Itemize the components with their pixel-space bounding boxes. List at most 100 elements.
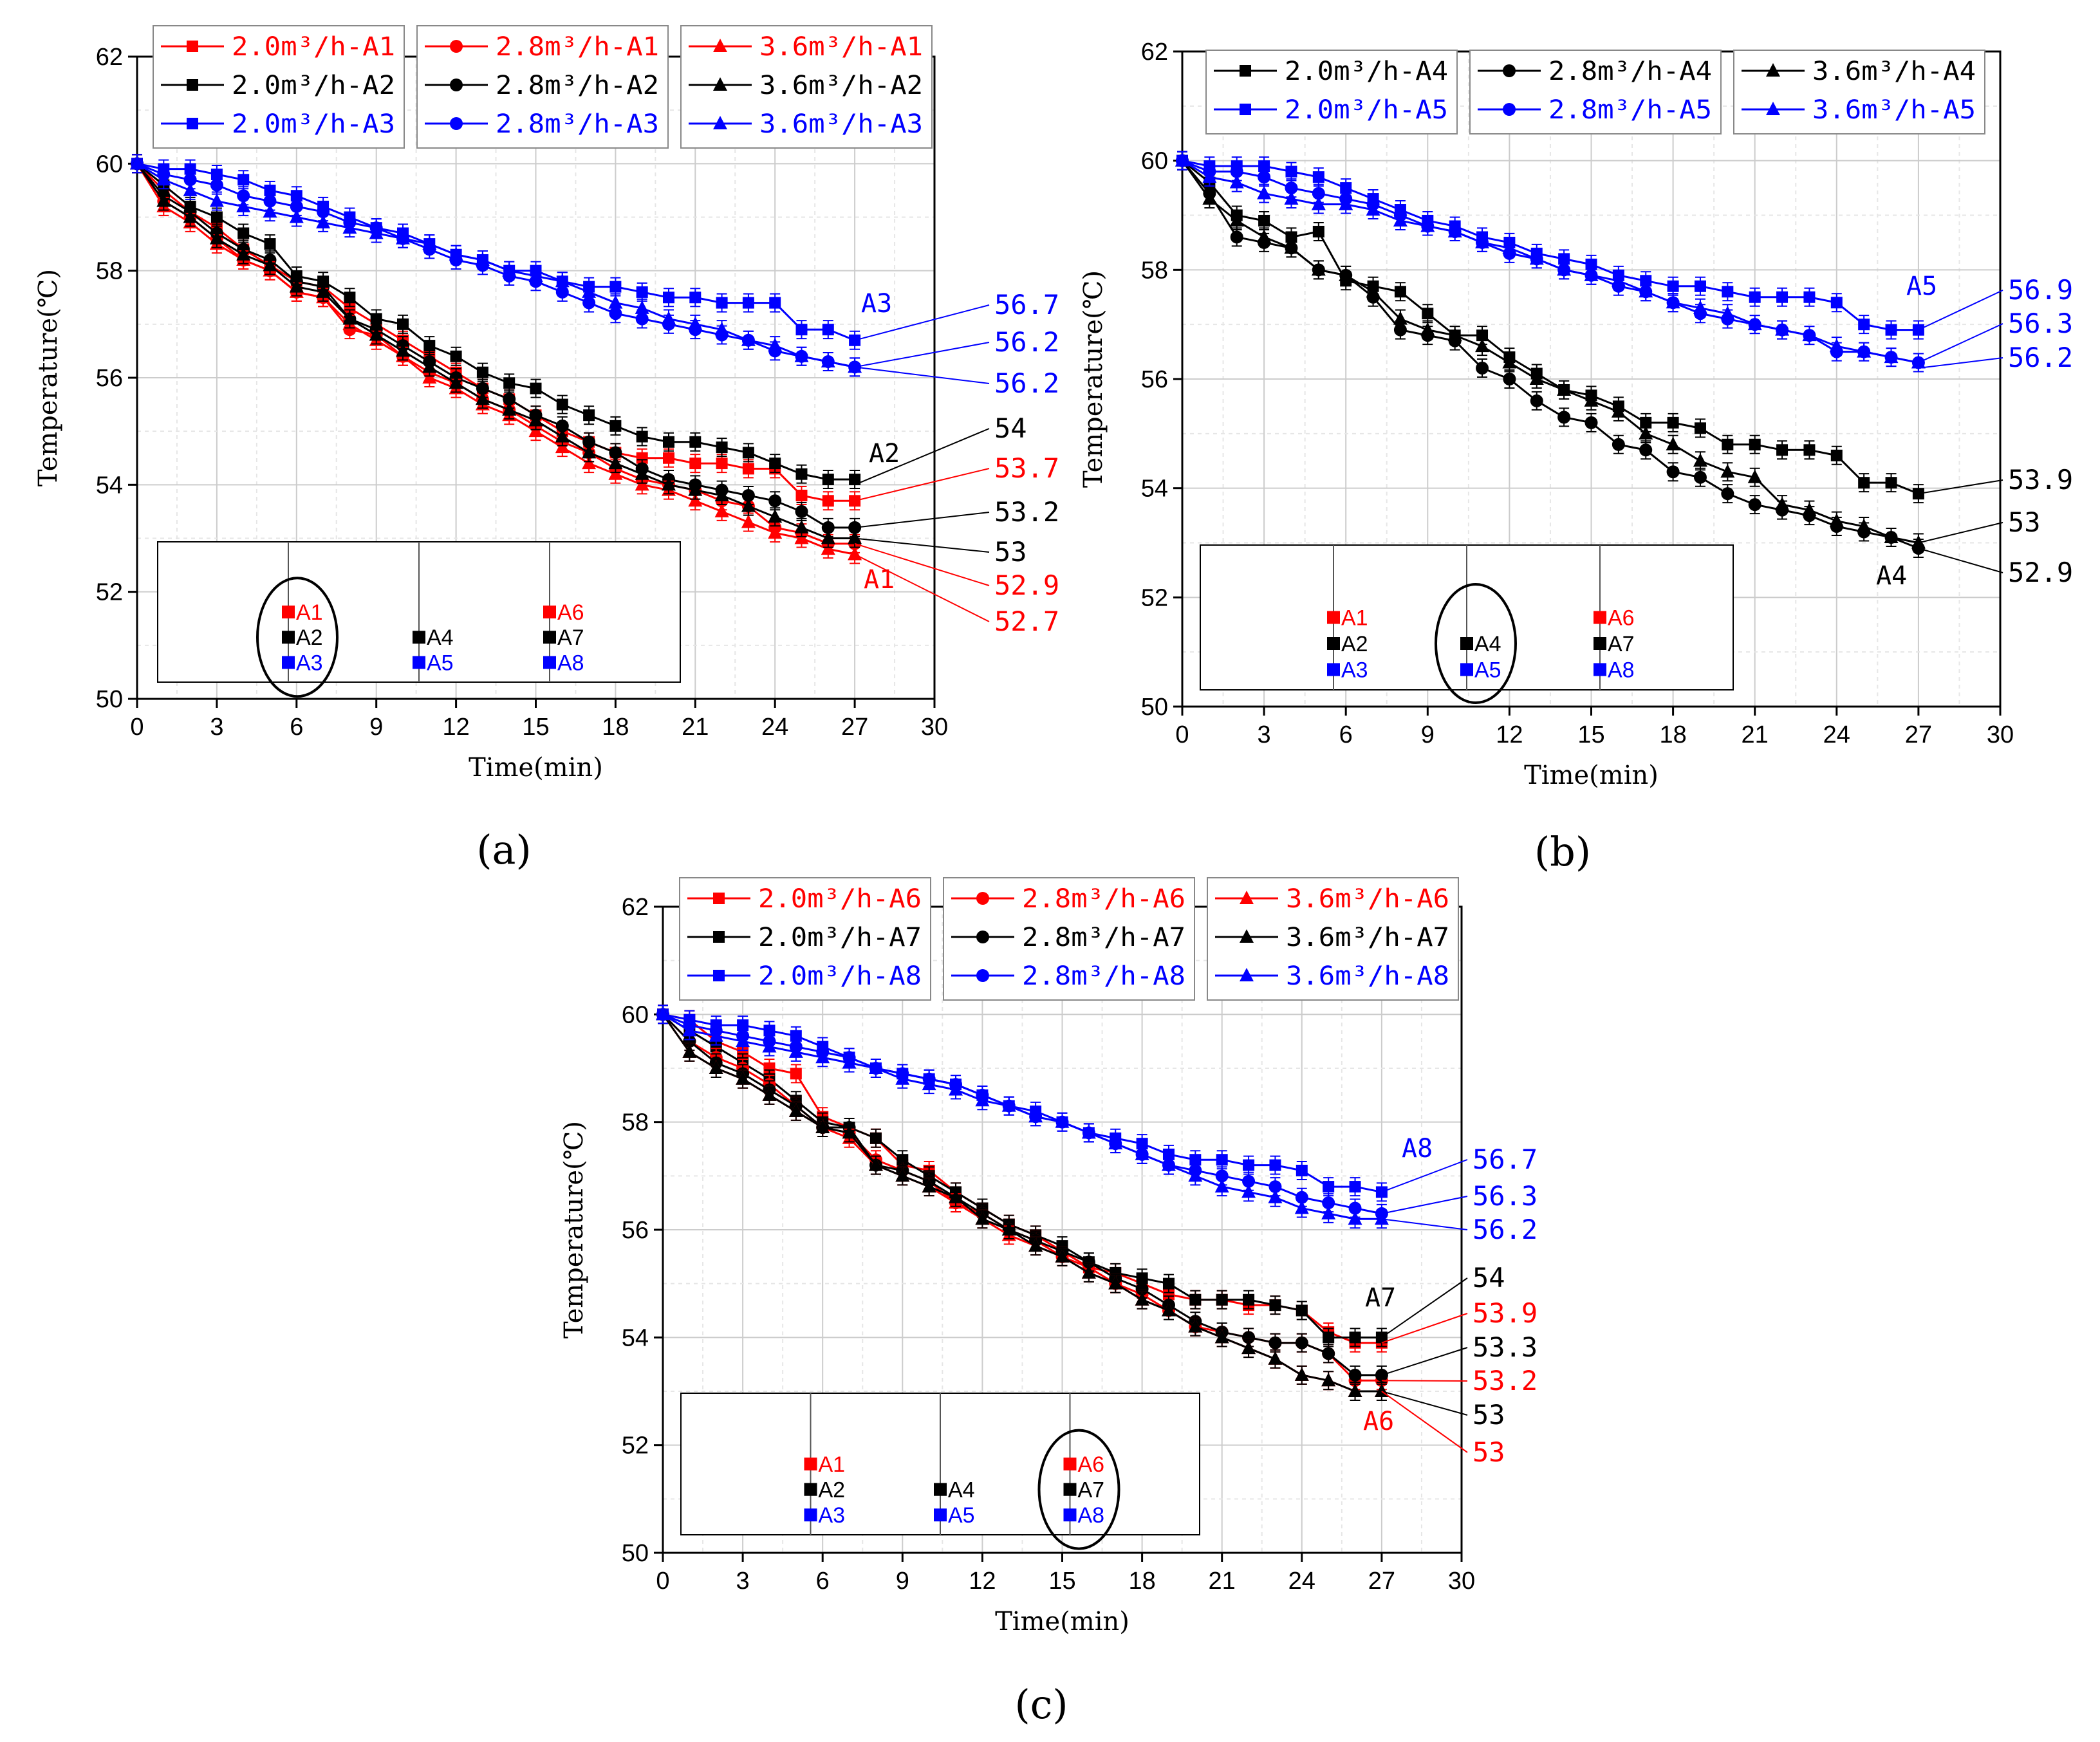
inset-sensor-label: A5 [948, 1503, 975, 1528]
data-point [396, 343, 410, 357]
data-point [714, 487, 729, 501]
data-point [1321, 1373, 1336, 1387]
data-point [949, 1082, 963, 1096]
data-point [635, 477, 649, 491]
data-point [502, 263, 517, 277]
inset-sensor-label: A7 [1078, 1478, 1105, 1503]
data-point [475, 391, 490, 405]
data-point [1295, 1191, 1308, 1204]
data-point [1475, 338, 1490, 353]
data-point [868, 1157, 883, 1171]
inset-highlight-ellipse [1435, 583, 1517, 704]
data-point [1055, 1114, 1070, 1128]
data-point [635, 300, 649, 314]
legend-marker [1240, 968, 1254, 981]
x-tick-label: 9 [1421, 721, 1435, 748]
data-point [689, 436, 702, 448]
data-point [1611, 273, 1626, 287]
x-tick-label: 27 [1368, 1568, 1395, 1595]
data-point [1422, 308, 1434, 320]
data-point [869, 1132, 882, 1144]
data-point [1321, 1205, 1336, 1219]
data-point [1857, 519, 1872, 533]
end-value-label: 56.2 [1473, 1214, 1538, 1245]
data-point [1135, 1146, 1149, 1160]
data-point [768, 509, 783, 523]
data-point [1202, 191, 1217, 205]
data-point [689, 292, 702, 304]
x-tick-label: 21 [682, 714, 709, 741]
data-point [763, 1024, 776, 1037]
series-line [662, 1014, 1382, 1339]
legend-label: 3.6m³/h-A7 [1286, 923, 1449, 952]
data-point [1136, 1272, 1148, 1284]
legend-marker [713, 931, 725, 943]
data-point [1722, 286, 1734, 298]
data-point [1640, 416, 1652, 429]
inset-sensor-marker [282, 656, 295, 669]
series-line [1182, 160, 1919, 364]
data-point [582, 456, 597, 470]
data-point [794, 530, 809, 544]
data-point [815, 1120, 830, 1134]
data-point [209, 193, 224, 207]
data-point [1584, 416, 1598, 429]
end-value-label: 53 [994, 536, 1027, 568]
legend-marker [187, 41, 198, 52]
data-point [183, 173, 197, 187]
data-point [422, 359, 437, 373]
end-value-label: 53.2 [1473, 1365, 1538, 1396]
data-point [422, 370, 437, 384]
inset-sensor-marker [1460, 637, 1473, 650]
data-point [688, 493, 703, 507]
inset-sensor-label: A2 [296, 625, 323, 650]
series-line [1182, 160, 1919, 331]
data-point [636, 452, 648, 464]
legend-marker [1766, 63, 1780, 77]
data-point [263, 257, 277, 272]
data-point [1285, 181, 1298, 195]
data-point [1776, 444, 1789, 456]
data-point [344, 292, 356, 304]
data-point [1296, 1304, 1308, 1317]
inset-sensor-marker [1327, 637, 1340, 650]
data-point [1584, 393, 1599, 407]
data-point [1284, 240, 1299, 254]
inset-sensor-marker [1594, 663, 1606, 676]
y-tick-label: 62 [622, 894, 649, 921]
data-point [1339, 196, 1353, 210]
y-tick-label: 52 [622, 1432, 649, 1459]
data-point [263, 204, 277, 218]
data-point [1295, 1336, 1308, 1349]
x-tick-label: 0 [130, 714, 144, 741]
series-group [130, 154, 862, 564]
data-point [742, 297, 754, 309]
panel-label: (a) [476, 826, 531, 873]
x-tick-label: 15 [1048, 1568, 1075, 1595]
data-point [1802, 328, 1817, 342]
data-point [1693, 470, 1707, 484]
end-value-label: 53.3 [1473, 1331, 1538, 1363]
data-point [1081, 1265, 1096, 1279]
data-point [236, 246, 251, 261]
inset-sensor-marker [1063, 1508, 1077, 1522]
data-point [1747, 469, 1762, 483]
data-point [1312, 225, 1324, 237]
data-point [582, 296, 596, 310]
y-tick-label: 52 [96, 579, 123, 606]
legend-label: 2.0m³/h-A4 [1285, 57, 1448, 86]
data-point [555, 419, 569, 432]
data-point [741, 488, 755, 502]
data-point [1885, 324, 1897, 336]
data-point [1557, 411, 1571, 424]
legend-label: 2.0m³/h-A1 [232, 32, 395, 62]
series-point-label: A6 [1363, 1407, 1394, 1436]
data-point [503, 377, 516, 389]
data-point [210, 211, 223, 223]
data-point [795, 324, 808, 336]
end-label-leader [1918, 479, 2003, 495]
panel-label: (c) [1014, 1681, 1068, 1728]
legend-label: 3.6m³/h-A3 [759, 109, 923, 139]
data-point [742, 463, 754, 475]
data-point [1001, 1098, 1016, 1112]
